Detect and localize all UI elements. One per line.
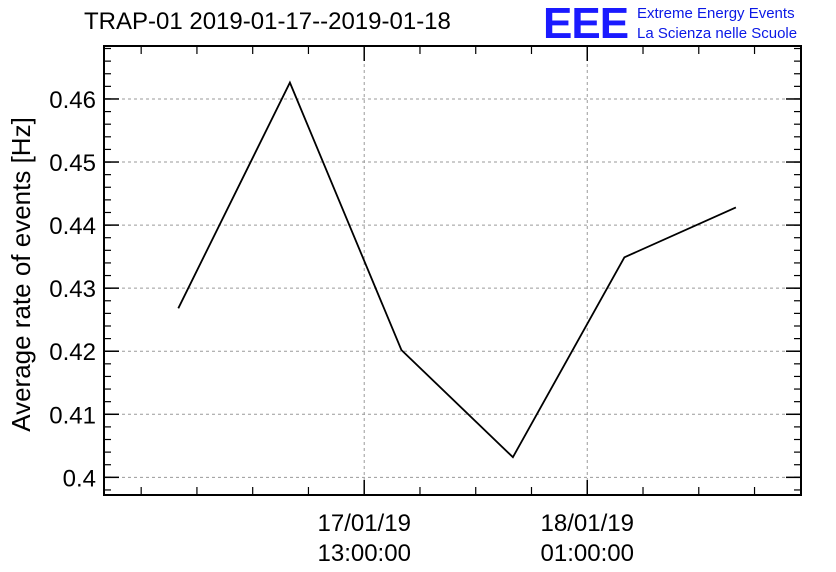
tick-labels: 0.4 0.41 0.42 0.43 0.44 0.45 0.46 17/01/19 13:00…	[49, 87, 634, 567]
y-tick-label: 0.44	[49, 213, 96, 240]
logo-line-1: Extreme Energy Events	[637, 5, 795, 22]
x-tick-label: 01:00:00	[541, 540, 634, 567]
y-axis-label: Average rate of events [Hz]	[6, 117, 36, 432]
y-tick-label: 0.42	[49, 339, 96, 366]
eee-logo: EEE	[543, 0, 629, 48]
x-tick-label: 13:00:00	[318, 540, 411, 567]
y-tick-label: 0.46	[49, 87, 96, 114]
grid	[104, 46, 801, 495]
series	[177, 80, 737, 459]
rate-series-line	[177, 80, 737, 459]
y-tick-label: 0.43	[49, 276, 96, 303]
x-tick-label: 17/01/19	[318, 510, 411, 537]
y-tick-label: 0.4	[63, 465, 96, 492]
y-tick-label: 0.41	[49, 402, 96, 429]
chart-title: TRAP-01 2019-01-17--2019-01-18	[84, 8, 451, 35]
logo-line-2: La Scienza nelle Scuole	[637, 25, 798, 42]
y-tick-label: 0.45	[49, 150, 96, 177]
x-tick-label: 18/01/19	[541, 510, 634, 537]
logo-caption: Extreme Energy Events La Scienza nelle S…	[637, 4, 797, 44]
axis-ticks	[104, 46, 801, 495]
plot-frame	[103, 45, 802, 496]
